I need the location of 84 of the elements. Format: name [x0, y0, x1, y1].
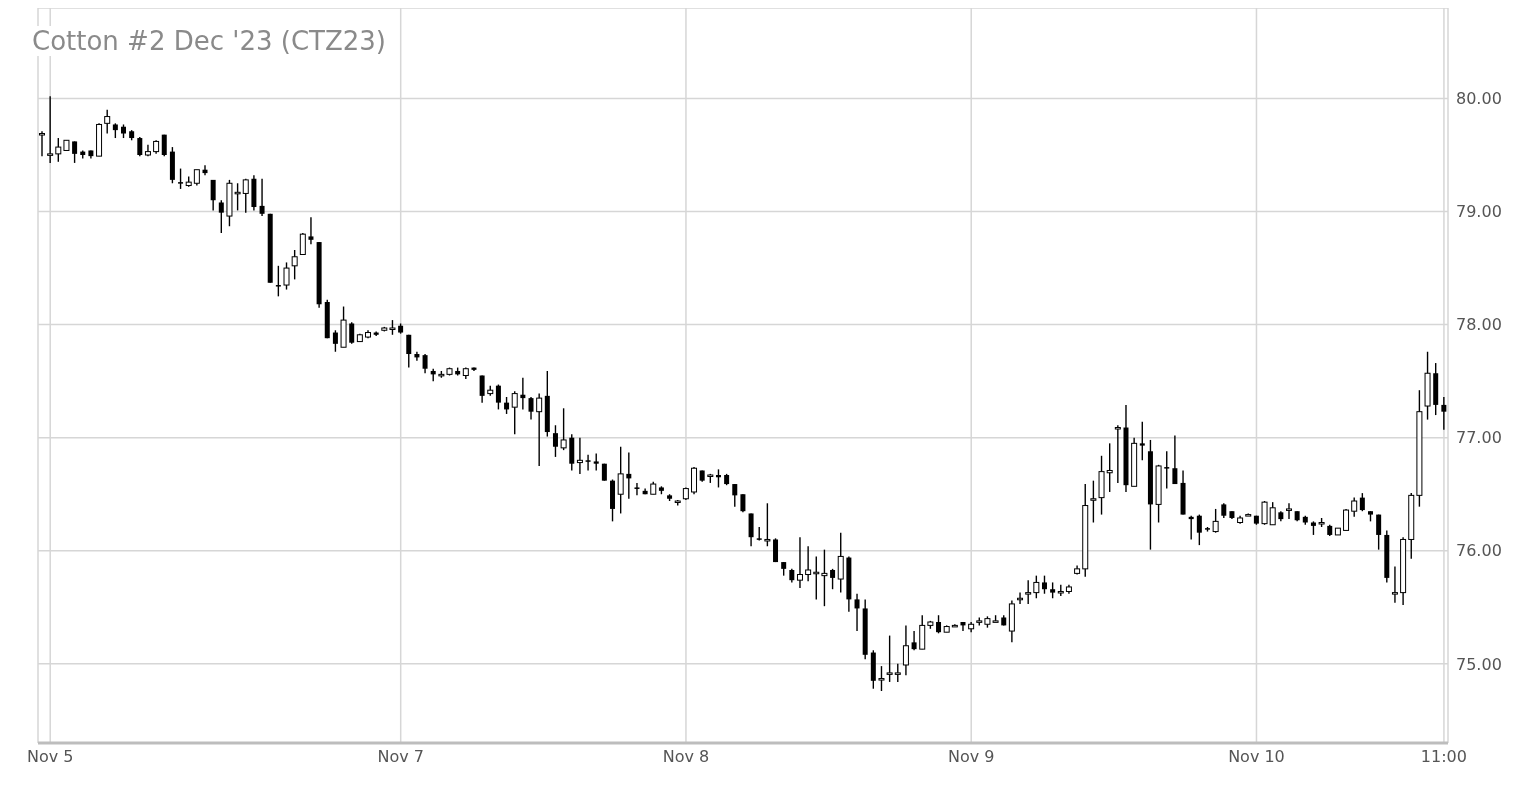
- candlestick: [576, 436, 583, 475]
- x-tick-label: Nov 5: [26, 747, 74, 767]
- candlestick: [936, 614, 942, 635]
- candlestick: [308, 216, 314, 246]
- candlestick: [536, 392, 543, 467]
- candlestick: [919, 614, 926, 650]
- candlestick: [1164, 450, 1170, 490]
- candlestick: [373, 330, 379, 337]
- y-tick-label: 77.00: [1456, 428, 1502, 448]
- candlestick: [732, 483, 738, 508]
- candlestick: [511, 390, 518, 435]
- candlestick: [830, 568, 836, 590]
- candlestick: [39, 130, 45, 157]
- candlestick: [911, 630, 917, 651]
- y-tick-label: 80.00: [1456, 89, 1502, 109]
- candlestick: [47, 95, 54, 164]
- y-tick-label: 75.00: [1456, 654, 1502, 674]
- candlestick: [528, 396, 534, 421]
- candlestick: [1188, 515, 1194, 541]
- candlestick: [552, 424, 558, 458]
- candlestick: [560, 407, 567, 451]
- candlestick: [479, 374, 485, 404]
- candlestick: [1376, 513, 1382, 551]
- candlestick: [242, 178, 249, 214]
- candlestick: [259, 178, 265, 217]
- x-tick-label: Nov 10: [1228, 747, 1285, 767]
- x-tick-label: 11:00: [1420, 747, 1467, 767]
- candlestick: [349, 321, 355, 345]
- candlestick: [1196, 513, 1202, 546]
- candlestick: [275, 265, 281, 298]
- candlestick: [55, 137, 62, 163]
- candlestick: [1351, 496, 1358, 518]
- y-tick-label: 79.00: [1456, 202, 1502, 222]
- candlestick: [178, 167, 184, 190]
- candlestick: [1261, 500, 1268, 526]
- candlestick: [291, 249, 298, 281]
- candlestick: [805, 545, 812, 582]
- candlestick: [854, 593, 860, 632]
- candlestick: [691, 466, 698, 495]
- candlestick: [218, 199, 224, 234]
- candlestick: [72, 140, 78, 164]
- candlestick: [837, 531, 844, 594]
- candlestick: [1033, 574, 1040, 599]
- candlestick: [1269, 501, 1276, 526]
- candlestick: [886, 634, 893, 683]
- candlestick: [137, 136, 143, 157]
- candlestick: [210, 179, 216, 212]
- candlestick: [1041, 574, 1047, 595]
- candlestick: [332, 329, 338, 353]
- candlestick: [1359, 492, 1365, 512]
- candlestick: [104, 109, 111, 135]
- x-tick-label: Nov 8: [662, 747, 710, 767]
- candlestick: [617, 446, 624, 515]
- candlestick: [764, 502, 771, 547]
- candlestick: [299, 232, 306, 256]
- x-tick-label: Nov 9: [947, 747, 995, 767]
- candlestick: [1106, 442, 1113, 493]
- candlestick: [715, 468, 721, 489]
- candlestick: [894, 663, 901, 683]
- candlestick: [585, 453, 591, 472]
- candlestick: [821, 548, 828, 607]
- candlestick: [878, 665, 885, 692]
- text: Cotton #2 Dec '23 (CTZ23): [32, 26, 386, 56]
- candlestick: [1285, 502, 1292, 520]
- y-tick-label: 78.00: [1456, 315, 1502, 335]
- candlestick: [1025, 579, 1032, 605]
- candlestick: [1090, 479, 1097, 524]
- candlestick: [1441, 396, 1447, 431]
- candlestick: [283, 261, 290, 291]
- candlestick: [796, 536, 803, 589]
- candlestick: [1114, 424, 1121, 484]
- candlestick: [1172, 434, 1178, 485]
- candlestick: [748, 512, 754, 547]
- candlestick: [422, 353, 428, 374]
- candlestick: [634, 482, 640, 497]
- candlestick: [1391, 565, 1398, 604]
- candlestick: [1212, 508, 1219, 534]
- y-tick-label: 76.00: [1456, 541, 1502, 561]
- candlestick: [406, 334, 412, 369]
- candlestick: [495, 383, 501, 411]
- candlestick: [740, 493, 746, 514]
- candlestick: [1139, 421, 1145, 462]
- x-tick-label: Nov 7: [377, 747, 424, 767]
- candlestick: [902, 624, 909, 676]
